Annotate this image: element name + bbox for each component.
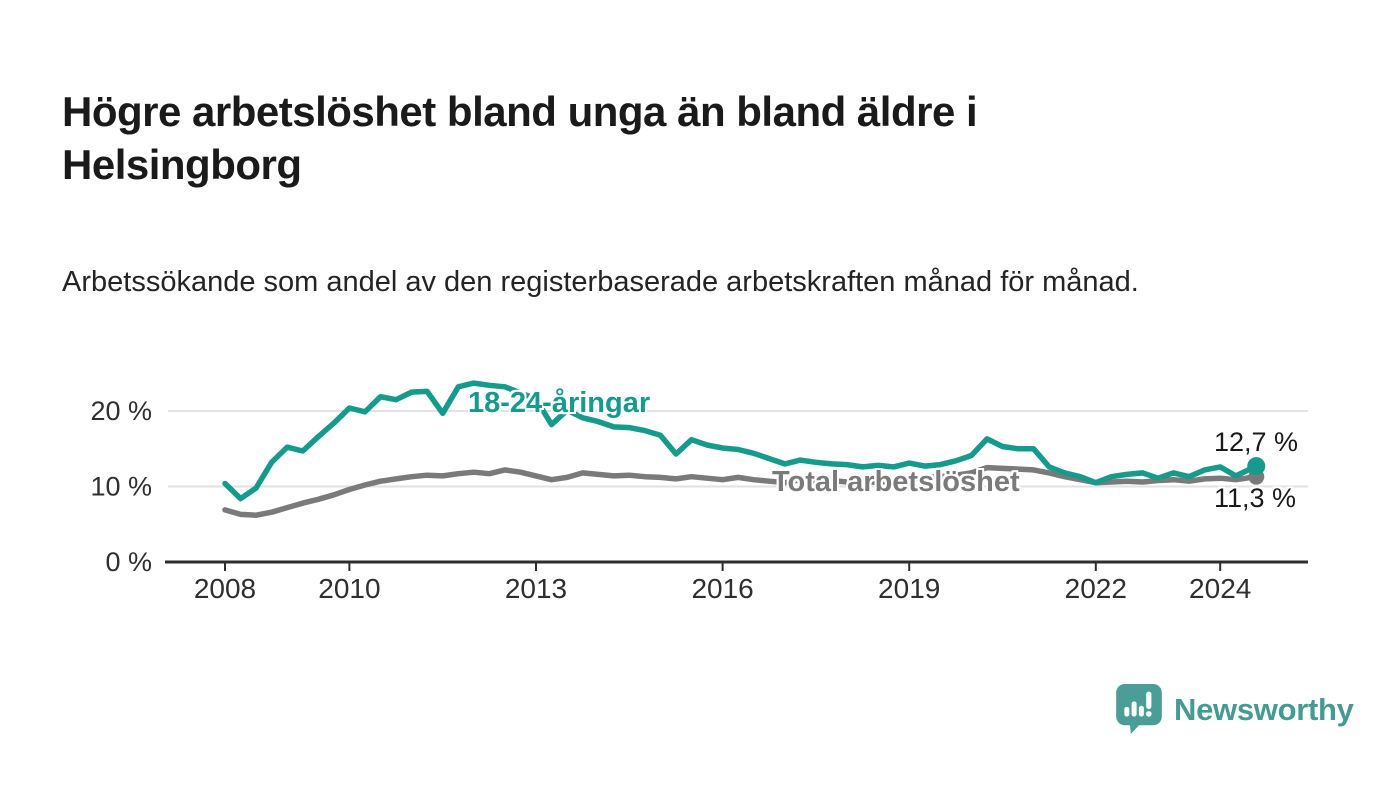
series-label-young: 18-24-åringar [468, 387, 651, 419]
x-tick-label: 2008 [194, 573, 256, 604]
x-tick-label: 2024 [1189, 573, 1251, 604]
end-value-young: 12,7 % [1214, 427, 1299, 457]
y-tick-label: 20 % [90, 396, 152, 426]
x-tick-label: 2016 [691, 573, 753, 604]
y-tick-label: 0 % [105, 547, 152, 577]
x-tick-label: 2022 [1065, 573, 1127, 604]
end-value-total: 11,3 % [1214, 483, 1297, 513]
newsworthy-logo-icon [1116, 684, 1162, 734]
x-tick-label: 2013 [505, 573, 567, 604]
series-line-1 [222, 464, 1260, 518]
x-tick-label: 2010 [318, 573, 380, 604]
series-line-0 [222, 380, 1260, 502]
x-tick-label: 2019 [878, 573, 940, 604]
y-tick-label: 10 % [90, 472, 152, 502]
page-title: Högre arbetslöshet bland unga än bland ä… [62, 88, 978, 188]
series-end-dot-0 [1247, 457, 1266, 476]
brand-logo: Newsworthy [1116, 684, 1354, 734]
series-label-total: Total arbetslöshet [772, 466, 1020, 498]
chart-subtitle: Arbetssökande som andel av den registerb… [62, 266, 1139, 298]
brand-name: Newsworthy [1174, 692, 1354, 727]
